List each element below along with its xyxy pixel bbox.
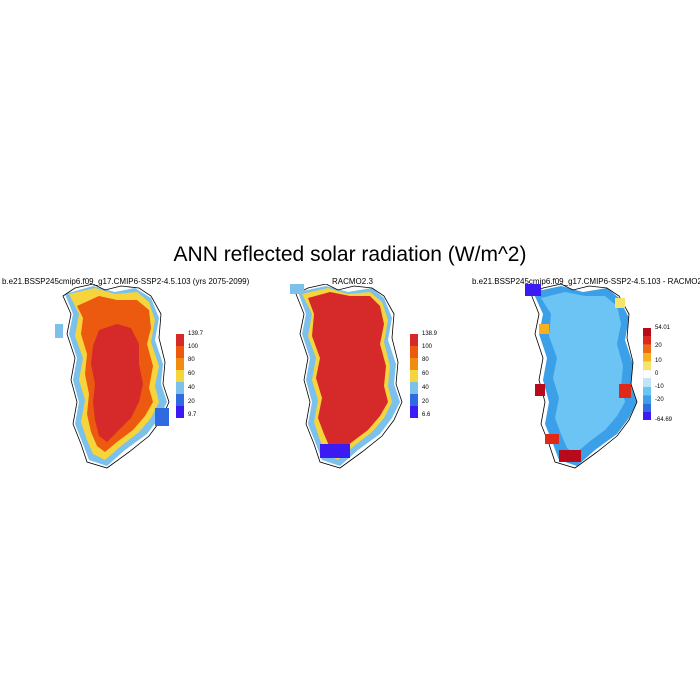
panel-1-title: b.e21.BSSP245cmip6.f09_g17.CMIP6-SSP2-4.… [2, 277, 250, 286]
diff-interior [541, 292, 625, 454]
panel-1-map [55, 284, 225, 470]
panel-2-title: RACMO2.3 [332, 277, 373, 286]
panel-1-cb-label-1: 100 [188, 344, 199, 350]
panel-1-colorbar-swatches [176, 334, 184, 418]
panel-1-cb-label-5: 20 [188, 399, 195, 405]
ne-yellow-patch [615, 298, 625, 308]
panel-3-cb-label-1: 20 [655, 343, 662, 349]
panel-3-colorbar-swatches [643, 328, 651, 420]
panel-2-cb-label-1: 100 [422, 344, 433, 350]
coastline [295, 284, 403, 469]
panel-1-cb-label-0: 139.7 [188, 331, 204, 337]
panel-1-cb-label-6: 9.7 [188, 412, 197, 418]
panel-3-cb-label-4: -10 [655, 384, 664, 390]
nw-patch [525, 284, 541, 296]
panel-2-cb-label-6: 6.6 [422, 412, 431, 418]
south-red-patch [559, 450, 581, 462]
panel-2-map [290, 284, 460, 470]
panel-3-title: b.e21.BSSP245cmip6.f09_g17.CMIP6-SSP2-4.… [472, 277, 700, 286]
nw-orange-patch [539, 324, 549, 334]
red-core [91, 324, 143, 442]
panel-2-colorbar [410, 334, 418, 418]
coastline [530, 284, 638, 469]
panel-3-colorbar [643, 328, 651, 420]
w-red-patch [535, 384, 545, 396]
panel-3-map [525, 284, 695, 470]
panel-2-cb-label-3: 60 [422, 371, 429, 377]
panel-1-cb-label-2: 80 [188, 357, 195, 363]
sw-red-patch [545, 434, 559, 444]
se-red-patch [619, 384, 631, 398]
panel-2-cb-label-0: 138.9 [422, 331, 438, 337]
figure-title: ANN reflected solar radiation (W/m^2) [173, 243, 527, 266]
panel-2-colorbar-swatches [410, 334, 418, 418]
panel-2-cb-label-2: 80 [422, 357, 429, 363]
panel-3-cb-label-0: 54.01 [655, 325, 671, 331]
panel-1-cb-label-3: 60 [188, 371, 195, 377]
panel-2-cb-label-4: 40 [422, 385, 429, 391]
nw-patch [290, 284, 304, 294]
panel-3-cb-label-3: 0 [655, 371, 659, 377]
panel-2-cb-label-5: 20 [422, 399, 429, 405]
panel-1-colorbar [176, 334, 184, 418]
panel-3-cb-label-2: 10 [655, 358, 662, 364]
red-core [308, 292, 388, 454]
panel-3-cb-label-5: -20 [655, 397, 664, 403]
west-patch [55, 324, 63, 338]
panel-3-cb-label-6: -64.69 [655, 417, 673, 423]
island-patch [155, 408, 169, 426]
panel-1-cb-label-4: 40 [188, 385, 195, 391]
south-patch [320, 444, 350, 458]
